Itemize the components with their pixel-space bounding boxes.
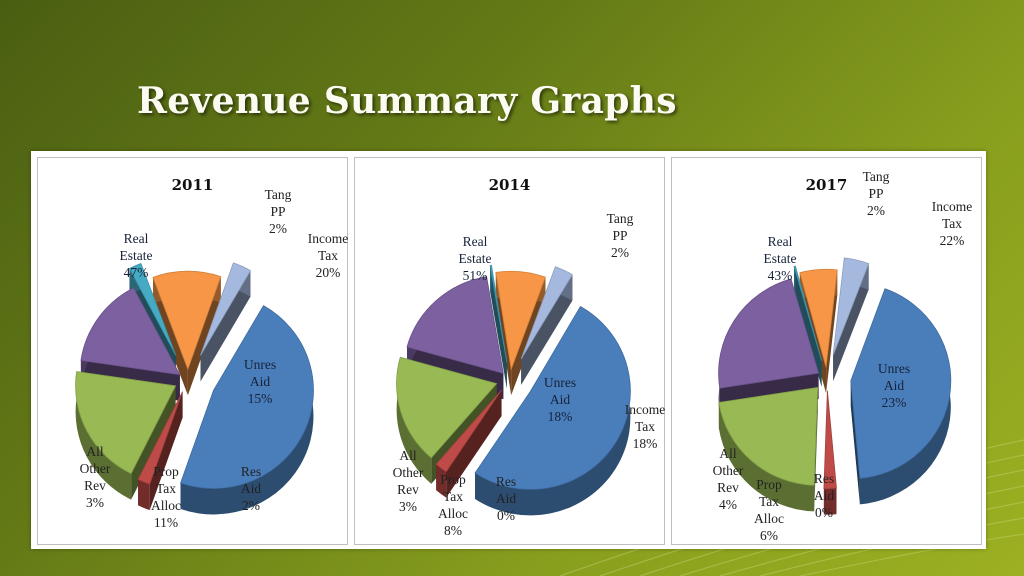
data-label-value: 4% [719,497,737,512]
data-label-value: 0% [497,508,515,523]
data-label-value: 47% [123,265,149,280]
pie-slice-real-estate [180,305,314,515]
data-label-all-other-rev: All Other Rev 3% [392,448,424,514]
chart-panel-2011: 2011 Real Estate 47% Tang PP 2% Income Tax 20% Un… [37,157,348,545]
data-label-income-tax: Income Tax 22% [931,199,973,248]
pie-slice-real-estate [474,305,631,516]
pie-slice-prop-tax-alloc [495,270,546,396]
data-label-tang-pp: Tang PP 2% [862,169,890,218]
data-label-income-tax: Income Tax 20% [307,231,349,280]
data-label-unres-aid: Unres Aid 18% [543,375,577,424]
data-label-value: 6% [760,528,778,543]
pie-slice-all-other-rev [520,266,573,385]
data-label-value: 3% [399,499,417,514]
pie-slice-income-tax [75,371,177,500]
data-label-real-estate: Real Estate 43% [763,234,797,283]
charts-container: 2011 Real Estate 47% Tang PP 2% Income Tax 20% Un… [31,151,986,549]
data-label-value: 2% [610,245,629,260]
data-label-tang-pp: Tang PP 2% [606,211,634,260]
data-label-real-estate: Real Estate 51% [458,234,492,283]
data-label-res-aid: Res Aid 0% [813,471,835,520]
data-label-value: 2% [268,221,287,236]
pie-slice-res-aid [489,264,508,389]
chart-panel-2014: 2014 Real Estate 51% Tang PP 2% Income Tax 18% Un… [354,157,665,545]
data-label-value: 51% [462,268,488,283]
pie-slice-res-aid [793,265,823,387]
data-label-value: 23% [881,395,907,410]
data-label-prop-tax-alloc: Prop Tax Alloc 11% [151,464,181,530]
chart-title: 2014 [488,176,531,194]
data-label-value: 2% [866,203,885,218]
pie-slice-tang-pp [435,389,502,498]
pie-chart-svg [75,262,314,515]
pie-slice-tang-pp [823,390,837,515]
data-label-value: 15% [247,391,273,406]
data-label-res-aid: Res Aid 2% [240,464,262,513]
pie-slice-prop-tax-alloc [152,270,222,396]
data-label-all-other-rev: All Other Rev 3% [79,444,111,510]
data-label-value: 2% [242,498,260,513]
data-label-all-other-rev: All Other Rev 4% [712,446,744,512]
data-label-unres-aid: Unres Aid 15% [243,357,277,406]
pie-chart-svg [718,257,952,515]
data-label-real-estate: Real Estate 47% [119,231,153,280]
data-label-prop-tax-alloc: Prop Tax Alloc 6% [754,477,784,543]
data-label-tang-pp: Tang PP 2% [264,187,292,236]
pie-slice-all-other-rev [832,257,870,382]
data-label-income-tax: Income Tax 18% [624,402,666,451]
data-label-value: 20% [315,265,341,280]
slide-title: Revenue Summary Graphs [137,80,677,122]
pie-chart-svg [396,264,631,516]
data-label-prop-tax-alloc: Prop Tax Alloc 8% [438,472,468,538]
pie-slice-all-other-rev [200,262,252,382]
data-label-value: 22% [939,233,965,248]
data-label-unres-aid: Unres Aid 23% [877,361,911,410]
pie-slice-real-estate [850,288,952,505]
chart-panel-2017: 2017 Real Estate 43% Tang PP 2% Income Tax 22% Un… [671,157,982,545]
pie-slice-tang-pp [137,391,183,511]
data-label-value: 0% [815,505,833,520]
chart-title: 2011 [171,176,214,194]
data-label-value: 8% [444,523,462,538]
data-label-value: 11% [153,515,179,530]
data-label-res-aid: Res Aid 0% [495,474,517,523]
data-label-value: 3% [86,495,104,510]
pie-slice-income-tax [718,386,819,512]
data-label-value: 18% [547,409,573,424]
data-label-value: 43% [767,268,793,283]
chart-title: 2017 [805,176,848,194]
data-label-value: 18% [632,436,658,451]
